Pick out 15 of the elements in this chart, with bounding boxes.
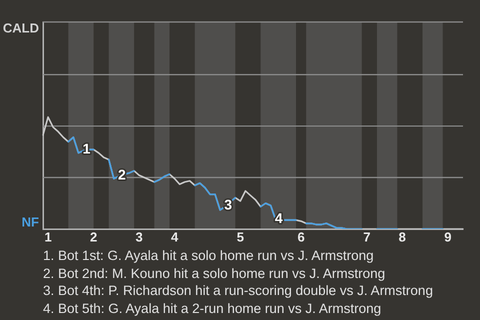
x-tick-label: 5 — [236, 229, 244, 244]
text: 2. Bot 2nd: M. Kouno hit a solo home run vs J. Armstrong — [43, 264, 386, 282]
x-tick-label: 6 — [297, 229, 305, 244]
x-tick-label: 2 — [90, 229, 98, 244]
text: 4. Bot 5th: G. Ayala hit a 2-run home run vs J. Armstrong — [43, 300, 382, 317]
x-tick-label: 7 — [363, 229, 370, 244]
text: 1. Bot 1st: G. Ayala hit a solo home run vs J. Armstrong — [43, 247, 375, 264]
x-tick-label: 4 — [170, 229, 179, 244]
x-tick-label: 1 — [44, 229, 52, 244]
text: CALD — [2, 20, 39, 36]
text: 3. Bot 4th: P. Richardson hit a run-scoring double vs J. Armstrong — [43, 282, 433, 300]
x-tick-label: 9 — [444, 229, 452, 244]
x-tick-label: 8 — [398, 229, 406, 244]
x-tick-label: 3 — [136, 229, 143, 244]
text: NF — [22, 214, 40, 230]
